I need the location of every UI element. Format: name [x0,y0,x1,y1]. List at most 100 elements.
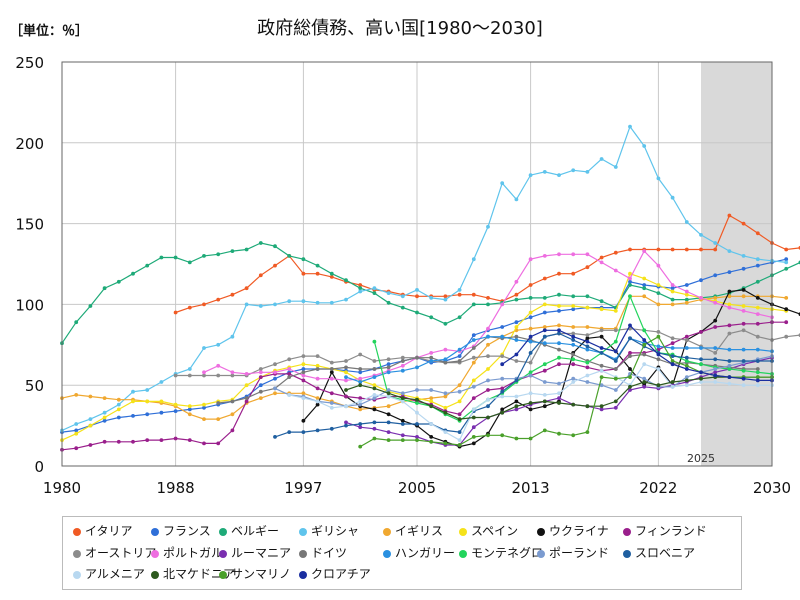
data-point [429,422,434,426]
data-point [542,170,547,174]
data-point [273,302,277,307]
data-point [429,359,434,363]
data-point [571,352,576,357]
data-point [585,365,590,370]
data-point [557,252,561,257]
data-point [571,271,576,276]
data-point [528,310,533,315]
data-point [684,334,689,339]
data-point [528,296,533,300]
data-point [329,391,334,396]
data-point [557,401,561,405]
data-point [187,305,192,310]
data-point [486,354,490,358]
legend-item: イギリス [383,522,443,539]
data-point [542,328,547,333]
data-point [386,388,391,392]
data-point [571,433,576,438]
data-point [386,370,391,375]
data-point [684,367,689,371]
data-point [500,362,505,367]
data-point [670,380,675,384]
data-point [159,255,164,260]
legend-item: アルメニア [73,565,145,582]
data-point [358,383,363,388]
data-point [471,415,476,420]
data-point [642,276,647,281]
data-point [457,288,462,292]
y-tick-label: 150 [15,216,44,234]
series-path [61,125,787,431]
data-point [500,325,505,329]
data-point [713,346,718,350]
data-point [755,296,760,300]
data-point [755,378,760,383]
data-point [372,396,377,400]
data-point [372,291,377,295]
data-point [244,372,249,376]
data-point [628,283,632,287]
data-point [131,399,135,404]
data-point [585,430,590,434]
data-point [500,433,505,438]
data-point [358,399,363,404]
data-point [315,363,320,368]
series-path [61,295,787,420]
data-point [273,376,277,381]
data-point [145,263,150,268]
legend-item: フィンランド [623,522,707,539]
data-point [457,292,462,297]
data-point [699,362,703,367]
data-point [585,252,590,257]
data-point [599,328,604,333]
unit-label: ［単位：％］ [10,24,89,39]
data-point [415,435,419,439]
data-point [557,331,561,336]
data-point [457,347,462,352]
data-point [514,338,519,342]
data-point [372,393,377,397]
data-point [329,376,334,381]
data-point [557,347,561,352]
data-point [684,363,689,368]
data-point [784,260,789,265]
data-point [471,338,476,342]
legend-item: スロベニア [623,544,695,561]
data-point [514,334,519,339]
data-point [670,283,675,287]
data-point [443,405,448,410]
data-point [713,373,718,378]
data-point [699,330,703,334]
data-point [74,320,79,325]
data-point [755,334,760,339]
data-point [571,331,576,336]
data-point [656,334,661,339]
data-point [571,342,576,347]
data-point [713,241,718,245]
legend-item: ハンガリー [383,544,455,561]
data-point [542,393,547,397]
data-point [613,367,618,371]
data-point [741,221,746,226]
data-point [628,351,632,355]
data-point [642,362,647,367]
data-point [727,381,732,386]
data-point [713,300,718,305]
data-point [599,383,604,388]
data-point [486,302,490,307]
data-point [173,373,178,378]
series-line [344,334,774,384]
data-point [202,405,206,410]
data-point [528,283,533,287]
data-point [500,394,505,399]
data-point [613,339,618,344]
data-point [471,407,476,412]
data-point [457,383,462,388]
legend: イタリア フランス ベルギー ギリシャ イギリス スペイン ウクライナ フィンランド オーストリ… [62,516,742,590]
data-point [202,370,206,375]
legend-item: ギリシャ [299,522,359,539]
data-point [443,360,448,365]
data-point [670,341,675,346]
data-point [358,425,363,430]
legend-marker [459,549,467,558]
